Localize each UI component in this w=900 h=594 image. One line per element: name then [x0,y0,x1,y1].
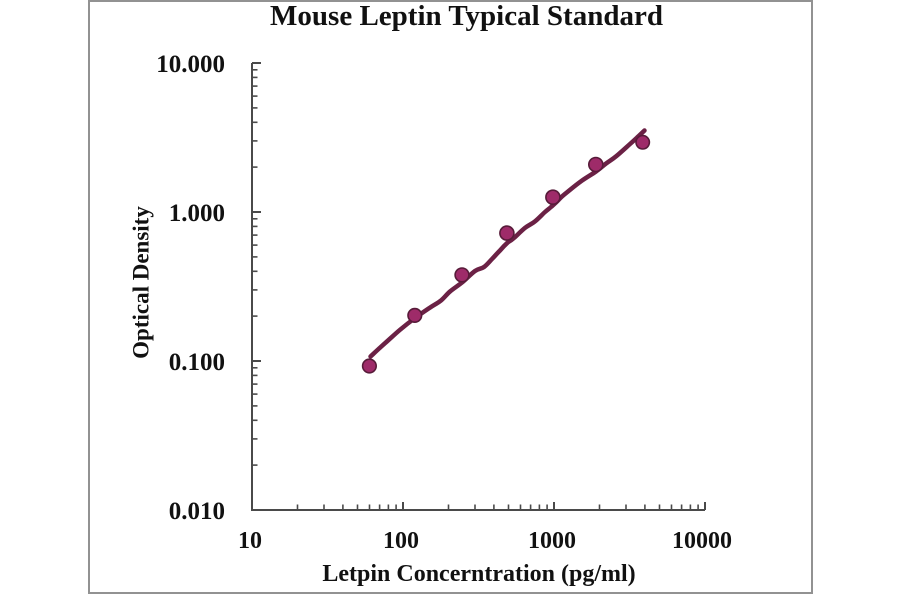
svg-text:Letpin Concerntration (pg/ml): Letpin Concerntration (pg/ml) [322,561,635,587]
svg-text:10.000: 10.000 [156,51,225,78]
svg-text:0.010: 0.010 [169,498,225,525]
svg-text:100: 100 [383,528,419,554]
svg-text:1000: 1000 [528,528,576,554]
svg-text:10000: 10000 [672,528,732,554]
svg-text:1.000: 1.000 [169,200,225,227]
svg-text:Optical Density: Optical Density [129,206,154,359]
svg-text:10: 10 [238,528,262,554]
svg-text:Mouse Leptin Typical Standard: Mouse Leptin Typical Standard [270,0,663,32]
svg-text:0.100: 0.100 [169,349,225,376]
